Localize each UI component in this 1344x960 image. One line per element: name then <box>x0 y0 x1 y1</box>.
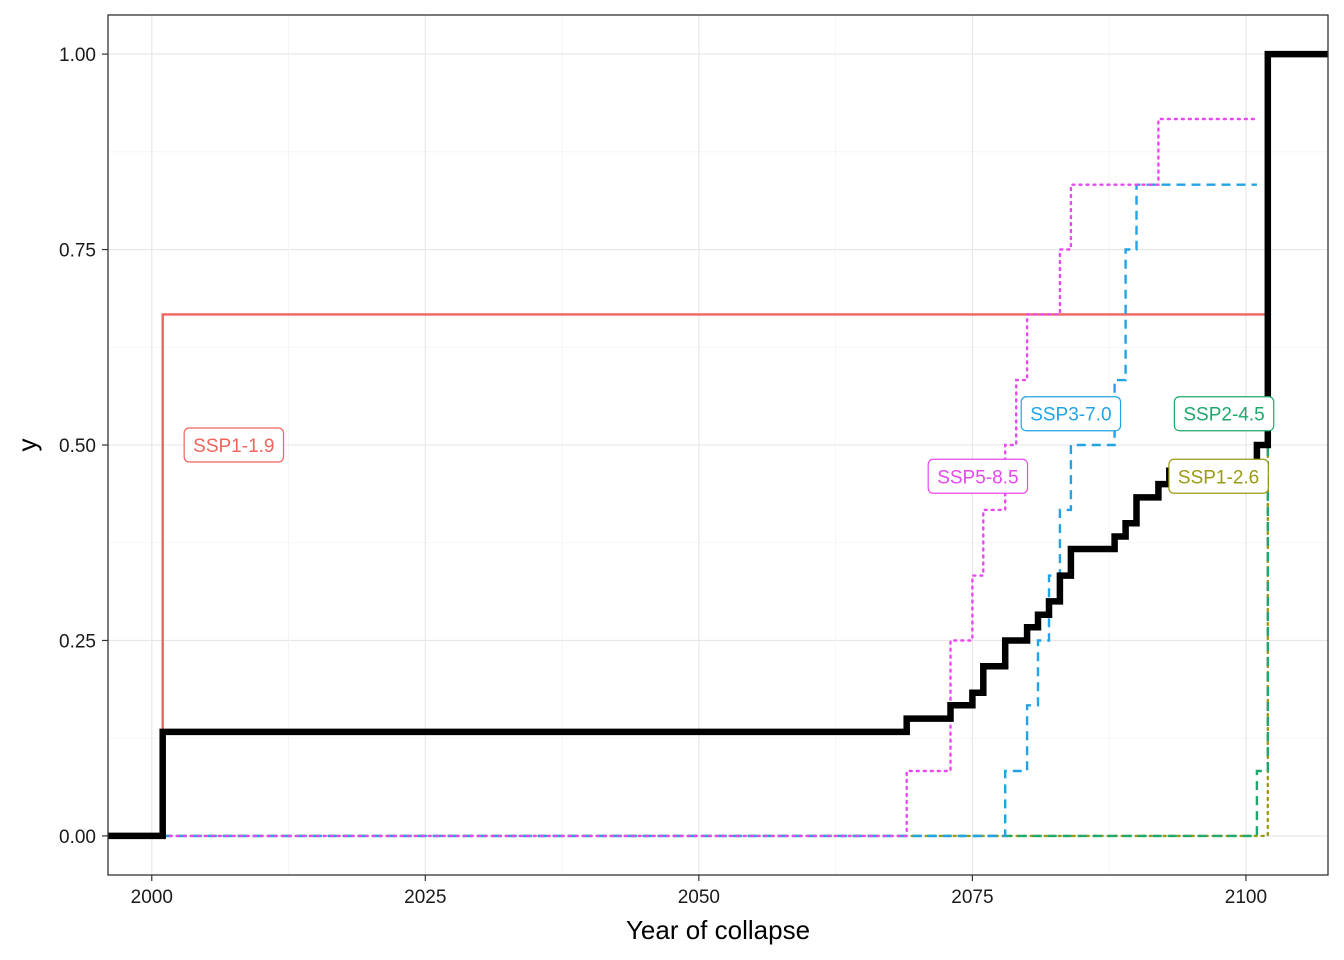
series-label-text: SSP1-1.9 <box>193 436 274 457</box>
series-line-overall <box>108 50 1328 840</box>
series-label-box <box>1020 396 1122 432</box>
series-label-box <box>1173 396 1275 432</box>
series-label-box <box>183 427 285 463</box>
y-axis-title: y <box>12 439 42 452</box>
series-label-ssp3-7-0: SSP3-7.0 <box>1020 396 1122 432</box>
y-tick-label: 0.25 <box>59 631 96 652</box>
x-axis-ticks: 2000 2025 2050 2075 2100 <box>131 875 1267 908</box>
y-tick-label: 1.00 <box>59 45 96 66</box>
series-label-layer: SSP1-1.9 SSP1-2.6 SSP2-4.5 SSP3-7.0 SSP5-8.5 <box>183 396 1275 494</box>
series-line-ssp3-7-0 <box>162 183 1257 838</box>
series-layer <box>108 50 1328 840</box>
series-line-ssp2-4-5 <box>162 445 1270 838</box>
series-label-box <box>1168 458 1269 494</box>
series-label-ssp2-4-5: SSP2-4.5 <box>1173 396 1275 432</box>
y-tick-label: 0.75 <box>59 241 96 262</box>
x-tick-label: 2100 <box>1225 887 1267 908</box>
x-tick-label: 2000 <box>131 887 173 908</box>
y-tick-label: 0.50 <box>59 436 96 457</box>
series-label-box <box>927 458 1029 494</box>
series-label-ssp1-2-6: SSP1-2.6 <box>1168 458 1269 494</box>
x-tick-label: 2025 <box>404 887 446 908</box>
series-label-text: SSP5-8.5 <box>937 467 1018 488</box>
series-label-text: SSP2-4.5 <box>1183 405 1264 426</box>
series-label-ssp5-8-5: SSP5-8.5 <box>927 458 1029 494</box>
series-line-ssp1-1-9 <box>161 313 1268 836</box>
series-label-ssp1-1-9: SSP1-1.9 <box>183 427 285 463</box>
series-label-text: SSP3-7.0 <box>1030 405 1111 426</box>
y-tick-label: 0.00 <box>59 827 96 848</box>
series-label-text: SSP1-2.6 <box>1178 467 1259 488</box>
x-axis-title: Year of collapse <box>626 915 810 945</box>
y-axis-ticks: 0.00 0.25 0.50 0.75 1.00 <box>59 45 108 848</box>
x-tick-label: 2075 <box>951 887 993 908</box>
x-tick-label: 2050 <box>678 887 720 908</box>
series-line-ssp5-8-5 <box>161 117 1259 838</box>
